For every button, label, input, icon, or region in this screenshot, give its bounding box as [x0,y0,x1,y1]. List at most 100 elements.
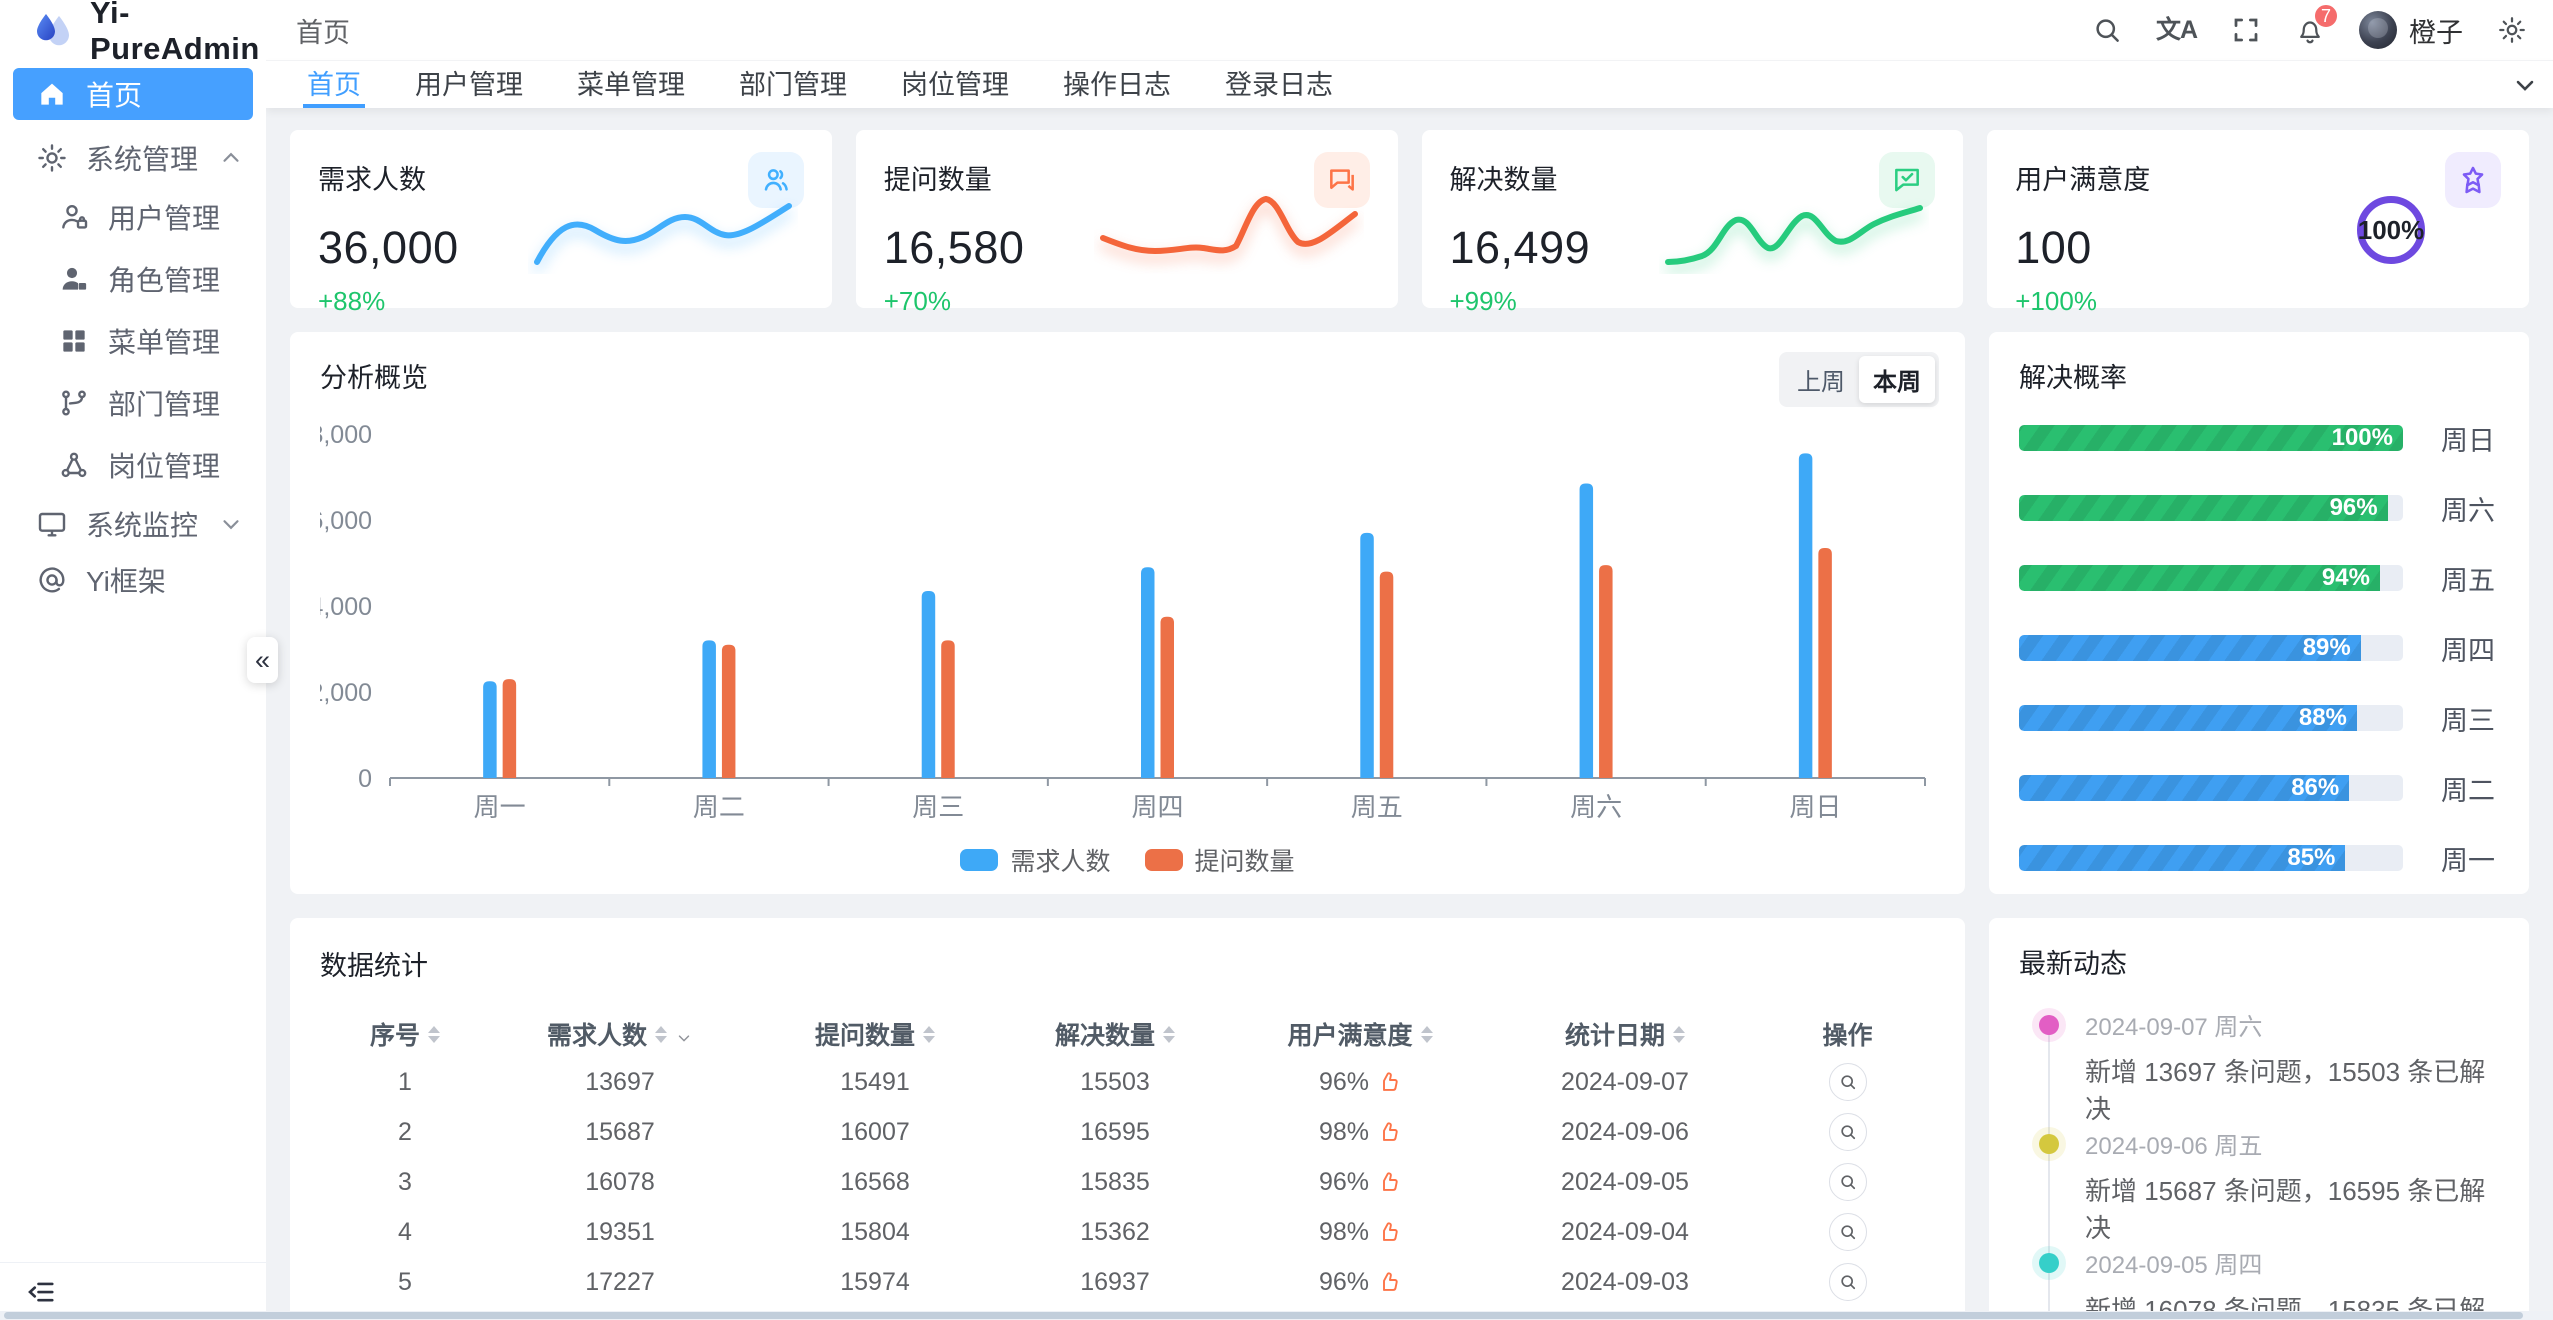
probability-row: 86% 周二 [2019,775,2499,806]
sort-carets-icon[interactable] [1673,1025,1685,1043]
tab-operation-log[interactable]: 操作日志 [1063,70,1171,100]
sort-carets-icon[interactable] [1163,1025,1175,1043]
legend-item[interactable]: 提问数量 [1144,842,1295,878]
table-column-header[interactable]: 统计日期 [1490,1016,1760,1052]
sidebar-item-label: Yi框架 [86,566,166,597]
chart-bar-需求人数 [921,590,936,778]
horizontal-scrollbar-thumb[interactable] [4,1312,2523,1319]
timeline-text: 新增 13697 条问题，15503 条已解决 [2085,1057,2486,1124]
timeline-item: 2024-09-06 周五 新增 15687 条问题，16595 条已解决 [2019,1126,2499,1245]
tab-menu-management[interactable]: 菜单管理 [577,70,685,100]
avatar [2359,11,2397,49]
progress-fill: 86% [2019,775,2350,801]
view-row-button[interactable] [1828,1063,1867,1101]
progress-fill: 96% [2019,495,2388,521]
cell-no: 4 [398,1217,412,1246]
view-row-button[interactable] [1828,1263,1867,1301]
table-column-header[interactable]: 需求人数 [490,1016,750,1052]
view-row-button[interactable] [1828,1113,1867,1151]
latest-news-card: 最新动态 2024-09-07 周六 新增 13697 条问题，15503 条已解… [1989,918,2529,1320]
translate-icon[interactable]: 文A [2155,15,2198,44]
chevron-down-icon[interactable] [675,1025,693,1043]
bell-icon[interactable]: 7 [2295,3,2339,45]
search-icon[interactable] [2092,15,2122,45]
table-column-header[interactable]: 提问数量 [750,1016,1000,1052]
x-tick-label: 周六 [1570,792,1622,822]
timeline-dot [2039,1134,2059,1154]
sidebar-item-role-management[interactable]: 角色管理 [0,248,266,310]
table-column-header[interactable]: 解决数量 [1000,1016,1230,1052]
view-row-button[interactable] [1828,1163,1867,1201]
progress-percent: 86% [2291,775,2340,801]
cell-solved: 15835 [1080,1167,1150,1196]
sidebar-item-home[interactable]: 首页 [13,68,253,120]
collapse-sidebar-icon[interactable] [26,1277,56,1307]
tab-dept-management[interactable]: 部门管理 [739,70,847,100]
app-title: Yi-PureAdmin [90,0,260,66]
cell-questions: 16007 [840,1117,910,1146]
y-tick-label: 8,000 [320,421,372,449]
cell-satisfaction: 98% [1230,1218,1490,1247]
breadcrumb[interactable]: 首页 [296,17,350,48]
user-menu[interactable]: 橙子 [2359,11,2463,50]
y-tick-label: 2,000 [320,679,372,707]
tab-login-log[interactable]: 登录日志 [1225,70,1333,100]
progress-track: 88% [2019,705,2403,731]
timeline-date: 2024-09-06 周五 [2085,1133,2263,1160]
sort-carets-icon[interactable] [655,1025,667,1043]
table-title: 数据统计 [320,951,428,981]
sidebar-item-dept-management[interactable]: 部门管理 [0,372,266,434]
toggle-this-week[interactable]: 本周 [1859,356,1935,403]
sidebar-item-label: 菜单管理 [108,327,221,358]
cell-solved: 15362 [1080,1217,1150,1246]
stat-card-3: 解决数量 16,499 +99% [1421,130,1964,316]
sort-carets-icon[interactable] [1420,1025,1433,1043]
thumb-up-icon [1377,1120,1401,1144]
sidebar-menu: 首页系统管理 用户管理 角色管理菜单管理部门管理 岗位管理 系统监控 Yi框架 [0,62,266,608]
tab-user-management[interactable]: 用户管理 [415,70,523,100]
sidebar-item-system-management[interactable]: 系统管理 [0,130,266,186]
tab-post-management[interactable]: 岗位管理 [901,70,1009,100]
sparkline [1665,205,1924,265]
sidebar-item-yi-framework[interactable]: Yi框架 [0,552,266,608]
sidebar-item-post-management[interactable]: 岗位管理 [0,434,266,496]
sidebar-item-system-monitor[interactable]: 系统监控 [0,496,266,552]
sort-carets-icon[interactable] [428,1025,440,1043]
user-lock-icon [58,201,90,233]
probability-list: 100% 周日 96% 周六 94% 周五 89% 周四 88% 周三 86% 周二 85% 周一 [2019,425,2499,876]
legend-item[interactable]: 需求人数 [960,842,1111,878]
gear-icon [36,142,68,174]
progress-fill: 85% [2019,845,2346,871]
sidebar-item-menu-management[interactable]: 菜单管理 [0,310,266,372]
app-logo[interactable]: Yi-PureAdmin [0,0,266,66]
view-row-button[interactable] [1828,1213,1867,1251]
tabs-overflow-chevron-down-icon[interactable] [2511,71,2539,99]
chart-bar-需求人数 [1360,532,1374,778]
horizontal-scrollbar[interactable] [0,1311,2553,1320]
table-column-header[interactable]: 序号 [320,1016,490,1052]
chart-bar-提问数量 [502,679,517,778]
chevron-up-icon [218,145,244,171]
fullscreen-icon[interactable] [2231,15,2261,45]
sidebar-collapse-fab[interactable]: « [247,637,278,683]
table-body: 1 13697 15491 15503 96% 2024-09-07 2 15687 16007… [320,1057,1935,1320]
chart-bar-提问数量 [1599,565,1613,778]
table-column-header[interactable]: 用户满意度 [1230,1016,1490,1052]
x-tick-label: 周日 [1789,792,1841,822]
satisfaction-ring: 100% [2357,196,2425,264]
star-badge-icon [2445,152,2501,208]
toggle-last-week[interactable]: 上周 [1797,369,1845,396]
progress-track: 96% [2019,495,2403,521]
cell-questions: 15804 [840,1217,910,1246]
stat-card-delta: +70% [883,286,951,316]
sidebar-item-user-management[interactable]: 用户管理 [0,186,266,248]
sort-carets-icon[interactable] [923,1025,935,1043]
progress-fill: 94% [2019,565,2380,591]
y-tick-label: 4,000 [320,593,372,621]
cell-date: 2024-09-04 [1561,1217,1689,1246]
gear-icon[interactable] [2497,15,2527,45]
probability-row: 96% 周六 [2019,495,2499,526]
tab-home[interactable]: 首页 [303,61,365,108]
cell-no: 3 [398,1167,412,1196]
legend-swatch [1144,849,1183,871]
